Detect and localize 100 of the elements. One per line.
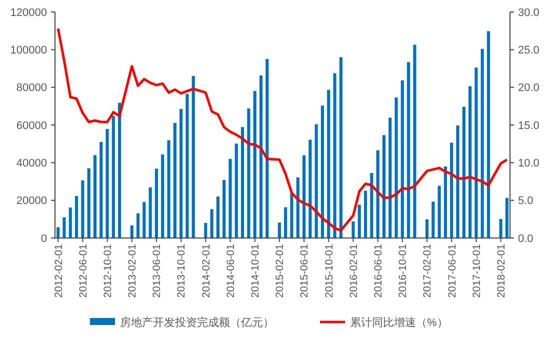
bar [186,94,189,238]
bar [376,150,380,238]
bar [296,177,300,238]
bar [302,155,306,238]
bar [320,106,324,238]
bar [106,128,109,238]
bar [247,108,250,238]
x-tick-label: 2015-10-01 [323,244,336,298]
bar [432,202,435,238]
bar [210,209,214,238]
x-tick-label: 2017-10-01 [470,244,483,298]
bar [278,222,281,238]
x-tick-label: 2012-06-01 [77,244,90,298]
x-tick-label: 2017-06-01 [446,244,458,298]
bar [204,222,208,238]
legend-label: 房地产开发投资完成额（亿元） [120,316,274,329]
bar [314,124,318,238]
bar [87,168,90,238]
bar [444,166,447,238]
y2-tick-label: 25.0 [518,44,540,57]
y-tick-label: 60000 [16,120,47,132]
bar [167,140,170,238]
bar [100,142,103,238]
y-tick-label: 100000 [10,44,47,57]
bar [56,227,60,238]
x-tick-label: 2014-02-01 [200,244,212,298]
bar [394,98,398,238]
line-series [56,27,508,232]
x-tick-label: 2016-06-01 [372,244,384,298]
x-tick-label: 2014-10-01 [250,244,262,298]
bar [112,116,115,238]
bar [222,180,226,238]
bar [358,204,361,238]
bar [173,122,176,238]
y-tick-label: 80000 [16,82,47,94]
bar [499,218,502,238]
bar [339,57,342,238]
bar [253,90,256,238]
bar [240,127,244,238]
bar [130,225,134,238]
bar [284,207,288,238]
bar [62,217,66,238]
bar [259,75,263,238]
y2-tick-label: 0.0 [518,232,534,245]
bar [468,86,472,238]
bar [505,198,508,238]
x-tick-label: 2013-10-01 [176,244,188,298]
y2-tick-label: 30.0 [518,6,540,19]
y-tick-label: 120000 [10,6,47,19]
x-tick-label: 2014-06-01 [224,244,237,298]
y2-tick-label: 20.0 [518,82,540,94]
y2-tick-label: 5.0 [518,195,534,208]
bar [462,106,466,238]
bar [413,44,416,238]
bar [388,118,392,238]
bar [425,219,429,238]
bar [290,192,294,238]
bar [118,102,122,238]
bar [192,76,195,238]
x-tick-label: 2013-06-01 [151,244,164,298]
x-tick-label: 2018-02-01 [495,244,508,298]
bar [68,207,72,238]
y-tick-label: 20000 [16,195,47,208]
x-tick-label: 2016-10-01 [397,244,410,298]
y-tick-label: 0 [40,232,47,245]
bar [370,173,374,238]
bar [308,140,312,238]
bar [333,73,336,238]
bar [480,48,484,238]
x-tick-label: 2015-06-01 [298,244,311,298]
bar [327,90,330,238]
x-tick-label: 2017-02-01 [422,244,434,298]
bar [364,190,368,238]
bar [456,125,460,238]
bar [382,135,386,238]
legend-label: 累计同比增速（%） [350,316,448,329]
y2-tick-label: 10.0 [518,158,540,170]
bar [148,187,152,238]
bar [180,108,183,238]
bar [352,221,355,238]
bar [438,186,441,238]
y-tick-label: 40000 [16,158,47,170]
bar [407,62,410,238]
bar [161,154,164,238]
bar [74,196,78,238]
bar [93,155,97,238]
bar [228,158,232,238]
bar [400,80,404,238]
bar [81,180,84,238]
y2-tick-label: 15.0 [518,120,540,132]
x-tick-label: 2013-02-01 [126,244,139,298]
x-tick-label: 2012-02-01 [52,244,65,298]
bar [474,68,478,238]
x-tick-label: 2016-02-01 [348,244,360,298]
bar [216,196,220,238]
bar [266,59,269,238]
bar [450,142,454,238]
x-tick-label: 2012-10-01 [102,244,114,298]
bar [154,168,158,238]
bar [234,144,238,238]
